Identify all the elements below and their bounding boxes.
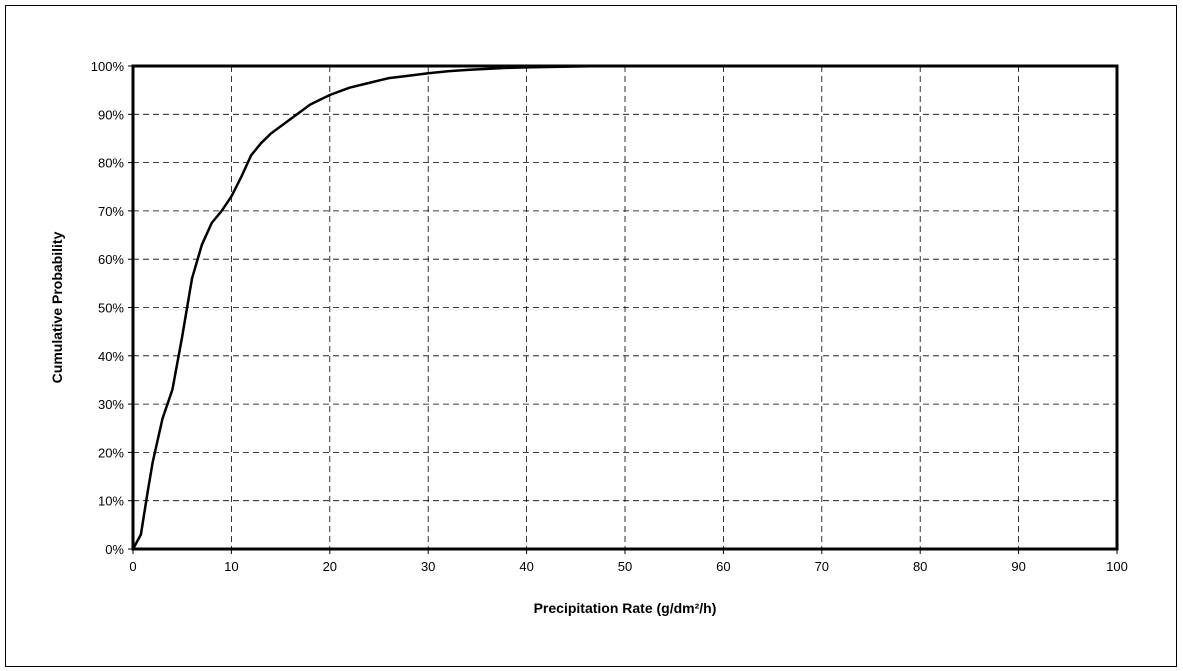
y-tick-label: 70%	[98, 204, 124, 219]
x-tick-label: 50	[618, 559, 632, 574]
x-tick-label: 100	[1106, 559, 1128, 574]
series-layer	[131, 64, 1117, 550]
x-tick-label: 80	[913, 559, 927, 574]
x-axis-title: Precipitation Rate (g/dm²/h)	[534, 600, 717, 616]
x-tick-label: 60	[716, 559, 730, 574]
y-tick-label: 20%	[98, 445, 124, 460]
y-tick-label: 60%	[98, 252, 124, 267]
y-tick-label: 0%	[105, 542, 124, 557]
y-tick-label: 90%	[98, 107, 124, 122]
y-tick-label: 100%	[91, 59, 125, 74]
x-tick-label: 20	[323, 559, 337, 574]
y-tick-label: 10%	[98, 494, 124, 509]
y-tick-label: 50%	[98, 301, 124, 316]
x-axis-ticks: 0 10 20 30 40 50 60 70 80 90 100	[129, 549, 1128, 574]
gridlines	[133, 66, 1117, 549]
y-axis-ticks: 0% 10% 20% 30% 40% 50% 60% 70% 80% 90% 100%	[91, 59, 133, 557]
y-tick-label: 80%	[98, 156, 124, 171]
y-tick-label: 40%	[98, 349, 124, 364]
x-tick-label: 0	[129, 559, 136, 574]
x-tick-label: 30	[421, 559, 435, 574]
y-tick-label: 30%	[98, 397, 124, 412]
chart-frame	[5, 5, 1177, 667]
series-line	[131, 64, 1117, 550]
x-tick-label: 70	[815, 559, 829, 574]
y-axis-title: Cumulative Probability	[49, 231, 65, 383]
x-tick-label: 10	[224, 559, 238, 574]
x-tick-label: 40	[519, 559, 533, 574]
x-tick-label: 90	[1011, 559, 1025, 574]
